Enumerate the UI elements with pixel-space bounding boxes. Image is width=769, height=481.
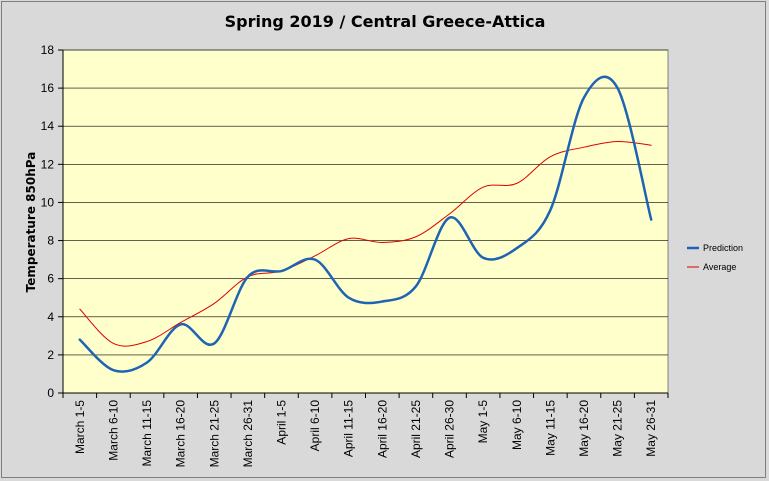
y-axis: 0 2 4 6 8 10 12 14 16 18 [41, 43, 64, 400]
x-axis: March 1-5 March 6-10 March 11-15 March 16-2… [62, 392, 669, 468]
y-tick-label: 8 [47, 234, 54, 248]
x-tick-label: May 1-5 [476, 400, 490, 444]
gridlines [63, 49, 668, 356]
plot-area [62, 49, 669, 394]
x-tick-label: March 6-10 [106, 400, 120, 461]
legend-label-prediction: Prediction [703, 243, 743, 253]
x-tick-label: April 11-15 [342, 400, 356, 457]
x-tick-label: May 6-10 [510, 400, 524, 450]
y-tick-label: 4 [47, 310, 54, 324]
x-tick-label: March 11-15 [140, 400, 154, 467]
y-tick-label: 2 [47, 348, 54, 362]
series-line-prediction [78, 75, 653, 373]
y-tick-label: 12 [41, 157, 55, 171]
y-tick-label: 10 [41, 195, 55, 209]
x-tick-label: March 1-5 [73, 400, 87, 454]
x-tick-label: May 26-31 [644, 400, 658, 457]
x-tick-label: April 16-20 [375, 400, 389, 458]
y-tick-label: 0 [47, 386, 54, 400]
y-axis-label: Temperature 850hPa [24, 152, 38, 293]
y-tick-label: 16 [41, 81, 55, 95]
x-tick-label: May 21-25 [611, 400, 625, 457]
x-tick-label: March 21-25 [207, 400, 221, 468]
x-tick-label: March 16-20 [174, 400, 188, 468]
series-layer [78, 75, 653, 373]
y-tick-label: 14 [41, 119, 55, 133]
chart-title: Spring 2019 / Central Greece-Attica [225, 12, 546, 31]
x-tick-label: May 11-15 [543, 400, 557, 456]
y-tick-label: 18 [41, 43, 55, 57]
y-tick-label: 6 [47, 272, 54, 286]
x-tick-label: March 26-31 [241, 400, 255, 468]
legend-label-average: Average [703, 262, 736, 272]
legend: Prediction Average [687, 243, 743, 272]
x-tick-label: April 6-10 [308, 400, 322, 452]
series-line-average [79, 140, 652, 347]
x-tick-label: May 16-20 [577, 400, 591, 457]
x-tick-label: April 26-30 [443, 400, 457, 458]
x-tick-label: April 21-25 [409, 400, 423, 458]
x-tick-label: April 1-5 [274, 400, 288, 445]
